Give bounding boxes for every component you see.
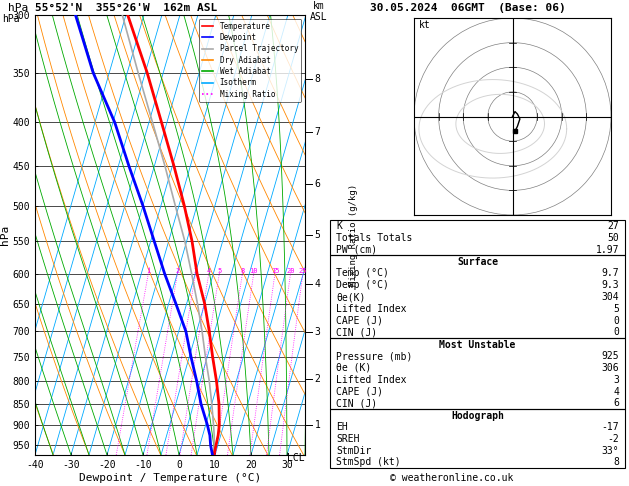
X-axis label: Dewpoint / Temperature (°C): Dewpoint / Temperature (°C) (79, 473, 261, 483)
Text: 3: 3 (314, 327, 320, 337)
Text: 0: 0 (613, 328, 619, 337)
Bar (330, 256, 625, 338)
Text: CIN (J): CIN (J) (336, 328, 377, 337)
Text: StmDir: StmDir (336, 446, 371, 455)
Text: 20: 20 (286, 268, 295, 274)
Bar (330, 338, 625, 409)
Text: 3: 3 (613, 375, 619, 385)
Legend: Temperature, Dewpoint, Parcel Trajectory, Dry Adiabat, Wet Adiabat, Isotherm, Mi: Temperature, Dewpoint, Parcel Trajectory… (199, 19, 301, 102)
Text: 0: 0 (613, 316, 619, 326)
Text: 10: 10 (250, 268, 258, 274)
Text: 8: 8 (613, 457, 619, 468)
Text: CAPE (J): CAPE (J) (336, 386, 383, 397)
Text: 6: 6 (314, 179, 320, 189)
Text: hPa: hPa (2, 14, 19, 24)
Text: 27: 27 (608, 221, 619, 231)
Text: Dewp (°C): Dewp (°C) (336, 280, 389, 290)
Bar (330, 220, 625, 256)
Text: 4: 4 (206, 268, 211, 274)
Text: θe(K): θe(K) (336, 292, 365, 302)
Text: © weatheronline.co.uk: © weatheronline.co.uk (390, 473, 513, 483)
Text: Mixing Ratio (g/kg): Mixing Ratio (g/kg) (349, 184, 358, 286)
Text: Surface: Surface (457, 257, 498, 267)
Text: -2: -2 (608, 434, 619, 444)
Text: θe (K): θe (K) (336, 363, 371, 373)
Text: LCL: LCL (287, 453, 305, 463)
Text: 50: 50 (608, 233, 619, 243)
Text: 30.05.2024  06GMT  (Base: 06): 30.05.2024 06GMT (Base: 06) (370, 3, 565, 13)
Text: 1: 1 (314, 419, 320, 430)
Text: Totals Totals: Totals Totals (336, 233, 412, 243)
Text: 2: 2 (314, 374, 320, 384)
Text: 6: 6 (613, 399, 619, 408)
Text: EH: EH (336, 422, 348, 432)
Text: km
ASL: km ASL (309, 1, 327, 22)
Text: 5: 5 (314, 229, 320, 240)
Text: 55°52'N  355°26'W  162m ASL: 55°52'N 355°26'W 162m ASL (35, 3, 217, 13)
Text: -17: -17 (601, 422, 619, 432)
Text: 4: 4 (314, 279, 320, 289)
Text: 9.7: 9.7 (601, 268, 619, 278)
Bar (330, 409, 625, 468)
Text: 2: 2 (175, 268, 179, 274)
Text: 1: 1 (146, 268, 150, 274)
Text: 25: 25 (299, 268, 307, 274)
Text: Lifted Index: Lifted Index (336, 375, 406, 385)
Text: K: K (336, 221, 342, 231)
Y-axis label: hPa: hPa (0, 225, 9, 245)
Text: 304: 304 (601, 292, 619, 302)
Text: SREH: SREH (336, 434, 359, 444)
Text: 1.97: 1.97 (596, 245, 619, 255)
Text: 33°: 33° (601, 446, 619, 455)
Text: 7: 7 (314, 127, 320, 137)
Text: CAPE (J): CAPE (J) (336, 316, 383, 326)
Text: 925: 925 (601, 351, 619, 361)
Text: CIN (J): CIN (J) (336, 399, 377, 408)
Text: Lifted Index: Lifted Index (336, 304, 406, 314)
Text: Temp (°C): Temp (°C) (336, 268, 389, 278)
Text: 3: 3 (193, 268, 198, 274)
Text: 15: 15 (270, 268, 279, 274)
Text: 4: 4 (613, 386, 619, 397)
Text: PW (cm): PW (cm) (336, 245, 377, 255)
Text: hPa: hPa (8, 3, 35, 13)
Text: 5: 5 (217, 268, 221, 274)
Text: StmSpd (kt): StmSpd (kt) (336, 457, 401, 468)
Text: Hodograph: Hodograph (451, 411, 504, 421)
Text: 9.3: 9.3 (601, 280, 619, 290)
Text: 5: 5 (613, 304, 619, 314)
Text: Pressure (mb): Pressure (mb) (336, 351, 412, 361)
Text: 8: 8 (314, 74, 320, 84)
Text: 8: 8 (240, 268, 245, 274)
Text: Most Unstable: Most Unstable (439, 340, 516, 350)
Text: 306: 306 (601, 363, 619, 373)
Text: kt: kt (419, 20, 431, 30)
